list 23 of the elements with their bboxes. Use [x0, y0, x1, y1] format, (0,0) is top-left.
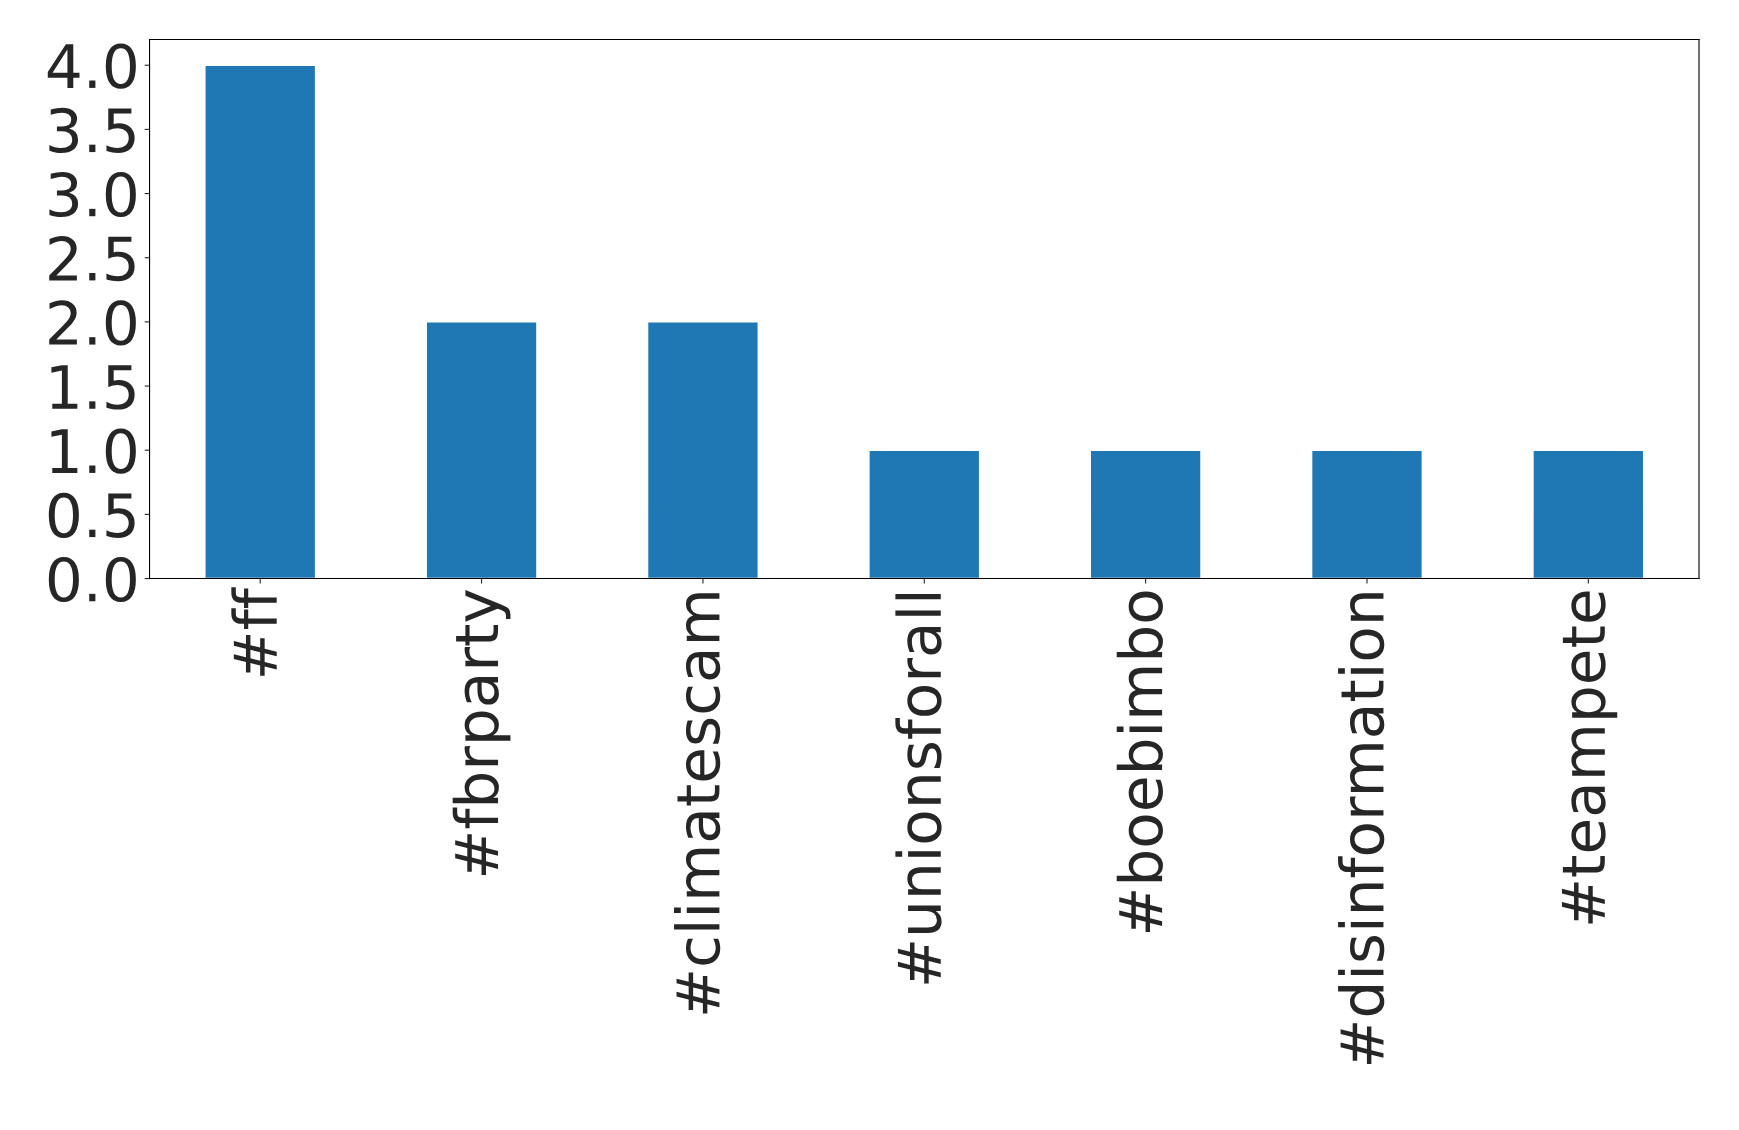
bar	[1310, 449, 1424, 579]
x-tick-label: #unionsforall	[895, 593, 942, 984]
bar	[425, 321, 538, 579]
y-tick-label: 0.0	[48, 556, 136, 603]
bar	[204, 64, 317, 579]
x-tick-label: #fbrparty	[452, 590, 511, 876]
bar	[1532, 449, 1645, 579]
x-tick-label: #boebimbo	[1116, 591, 1163, 933]
y-tick-label: 4.0	[47, 43, 136, 89]
y-tick-label: 2.5	[49, 236, 135, 282]
bar	[646, 321, 759, 579]
x-tick-label: #disinformation	[1338, 593, 1385, 1065]
x-tick-label: #teampete	[1561, 591, 1618, 924]
bar	[868, 449, 981, 579]
x-tick-label: #climatescam	[674, 593, 721, 1014]
y-tick-label: 1.0	[51, 428, 136, 474]
y-tick-label: 1.5	[51, 365, 135, 410]
y-tick-label: 3.0	[49, 171, 136, 218]
y-tick-label: 0.5	[48, 492, 135, 538]
y-tick-label: 2.0	[49, 300, 136, 346]
x-tick-label: #ff	[231, 587, 277, 676]
y-tick-label: 3.5	[49, 107, 135, 153]
bar	[1089, 449, 1202, 579]
